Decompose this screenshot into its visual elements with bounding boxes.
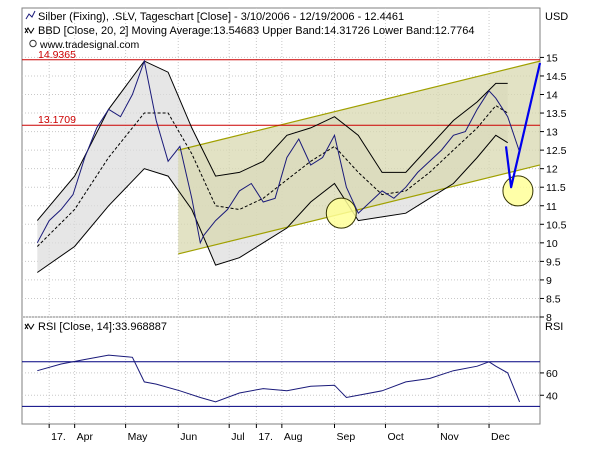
rsi-y-axis: 60 40	[540, 368, 558, 402]
trend-channel-upper-line	[178, 60, 541, 151]
price-y-tick-label: 14	[546, 90, 558, 102]
projection-line	[504, 62, 542, 189]
legend-rsi: RSI [Close, 14]:33.968887	[24, 321, 167, 333]
highlight-circle	[502, 175, 534, 207]
price-y-tick-label: 8	[546, 312, 552, 324]
x-tick-label: May	[128, 431, 149, 443]
rsi-legend: RSI [Close, 14]:33.968887	[38, 321, 167, 333]
price-y-tick-label: 11	[546, 201, 557, 213]
x-tick-label: Dec	[491, 431, 510, 443]
price-y-axis: 15 14.5 14 13.5 13 12.5 12 11.5 11 10.5 10 9.5 9 8.5 8	[540, 52, 567, 324]
x-tick-label: Aug	[284, 431, 303, 443]
x-tick-label: Nov	[440, 431, 459, 443]
price-y-tick-label: 11.5	[546, 182, 566, 194]
rsi-panel[interactable]	[21, 316, 541, 425]
upper-band-line	[36, 60, 508, 221]
rsi-y-tick-label: 60	[546, 368, 558, 380]
price-y-tick-label: 8.5	[546, 293, 561, 305]
price-axis-unit: USD	[545, 11, 568, 23]
rsi-plot-area	[22, 354, 540, 407]
x-tick-label: 17.	[51, 431, 66, 443]
lower-band-line	[37, 134, 508, 273]
rsi-line	[37, 354, 521, 403]
chart-title: Silber (Fixing), .SLV, Tageschart [Close…	[38, 11, 404, 23]
rsi-series-icon	[24, 323, 35, 330]
moving-average-line	[36, 104, 508, 247]
price-y-tick-label: 9	[546, 275, 552, 287]
trend-channel-fill	[178, 61, 540, 254]
price-line	[36, 59, 521, 245]
x-tick-label: Jul	[231, 431, 244, 443]
legend-price: Silber (Fixing), .SLV, Tageschart [Close…	[25, 10, 404, 23]
x-axis: 17. Apr May Jun Jul 17. Aug Sep Oct Nov Dec	[48, 424, 510, 443]
trend-channel-lower-line	[178, 164, 541, 255]
price-y-tick-label: 12	[546, 164, 558, 176]
x-tick-label: Apr	[77, 431, 94, 443]
resistance-level-label: 13.1709	[38, 114, 76, 126]
price-y-tick-label: 14.5	[546, 71, 567, 83]
x-tick-label: Sep	[336, 431, 355, 443]
rsi-gridlines	[22, 317, 540, 424]
price-y-tick-label: 9.5	[546, 256, 561, 268]
x-tick-label: Jun	[180, 431, 197, 443]
rsi-y-tick-label: 40	[546, 390, 558, 402]
bands-series-icon	[24, 27, 35, 34]
price-y-tick-label: 10.5	[546, 219, 567, 231]
price-y-tick-label: 13.5	[546, 108, 567, 120]
x-tick-label: 17.	[258, 431, 273, 443]
highlight-circle	[325, 197, 357, 229]
price-y-tick-label: 10	[546, 238, 558, 250]
price-y-tick-label: 12.5	[546, 145, 567, 157]
resistance-level-label: 14.9365	[38, 49, 76, 61]
x-tick-label: Oct	[387, 431, 403, 443]
watermark-text: www.tradesignal.com	[39, 39, 139, 51]
rsi-axis-unit: RSI	[545, 321, 563, 333]
price-plot-area: 14.9365 13.1709	[22, 49, 542, 273]
legend-bollinger: BBD [Close, 20, 2] Moving Average:13.546…	[24, 25, 474, 37]
line-series-icon	[25, 10, 36, 20]
watermark: www.tradesignal.com	[29, 39, 139, 51]
copyright-icon	[29, 39, 37, 48]
price-y-tick-label: 13	[546, 127, 558, 139]
bollinger-legend: BBD [Close, 20, 2] Moving Average:13.546…	[38, 25, 474, 37]
price-y-tick-label: 15	[546, 52, 558, 64]
